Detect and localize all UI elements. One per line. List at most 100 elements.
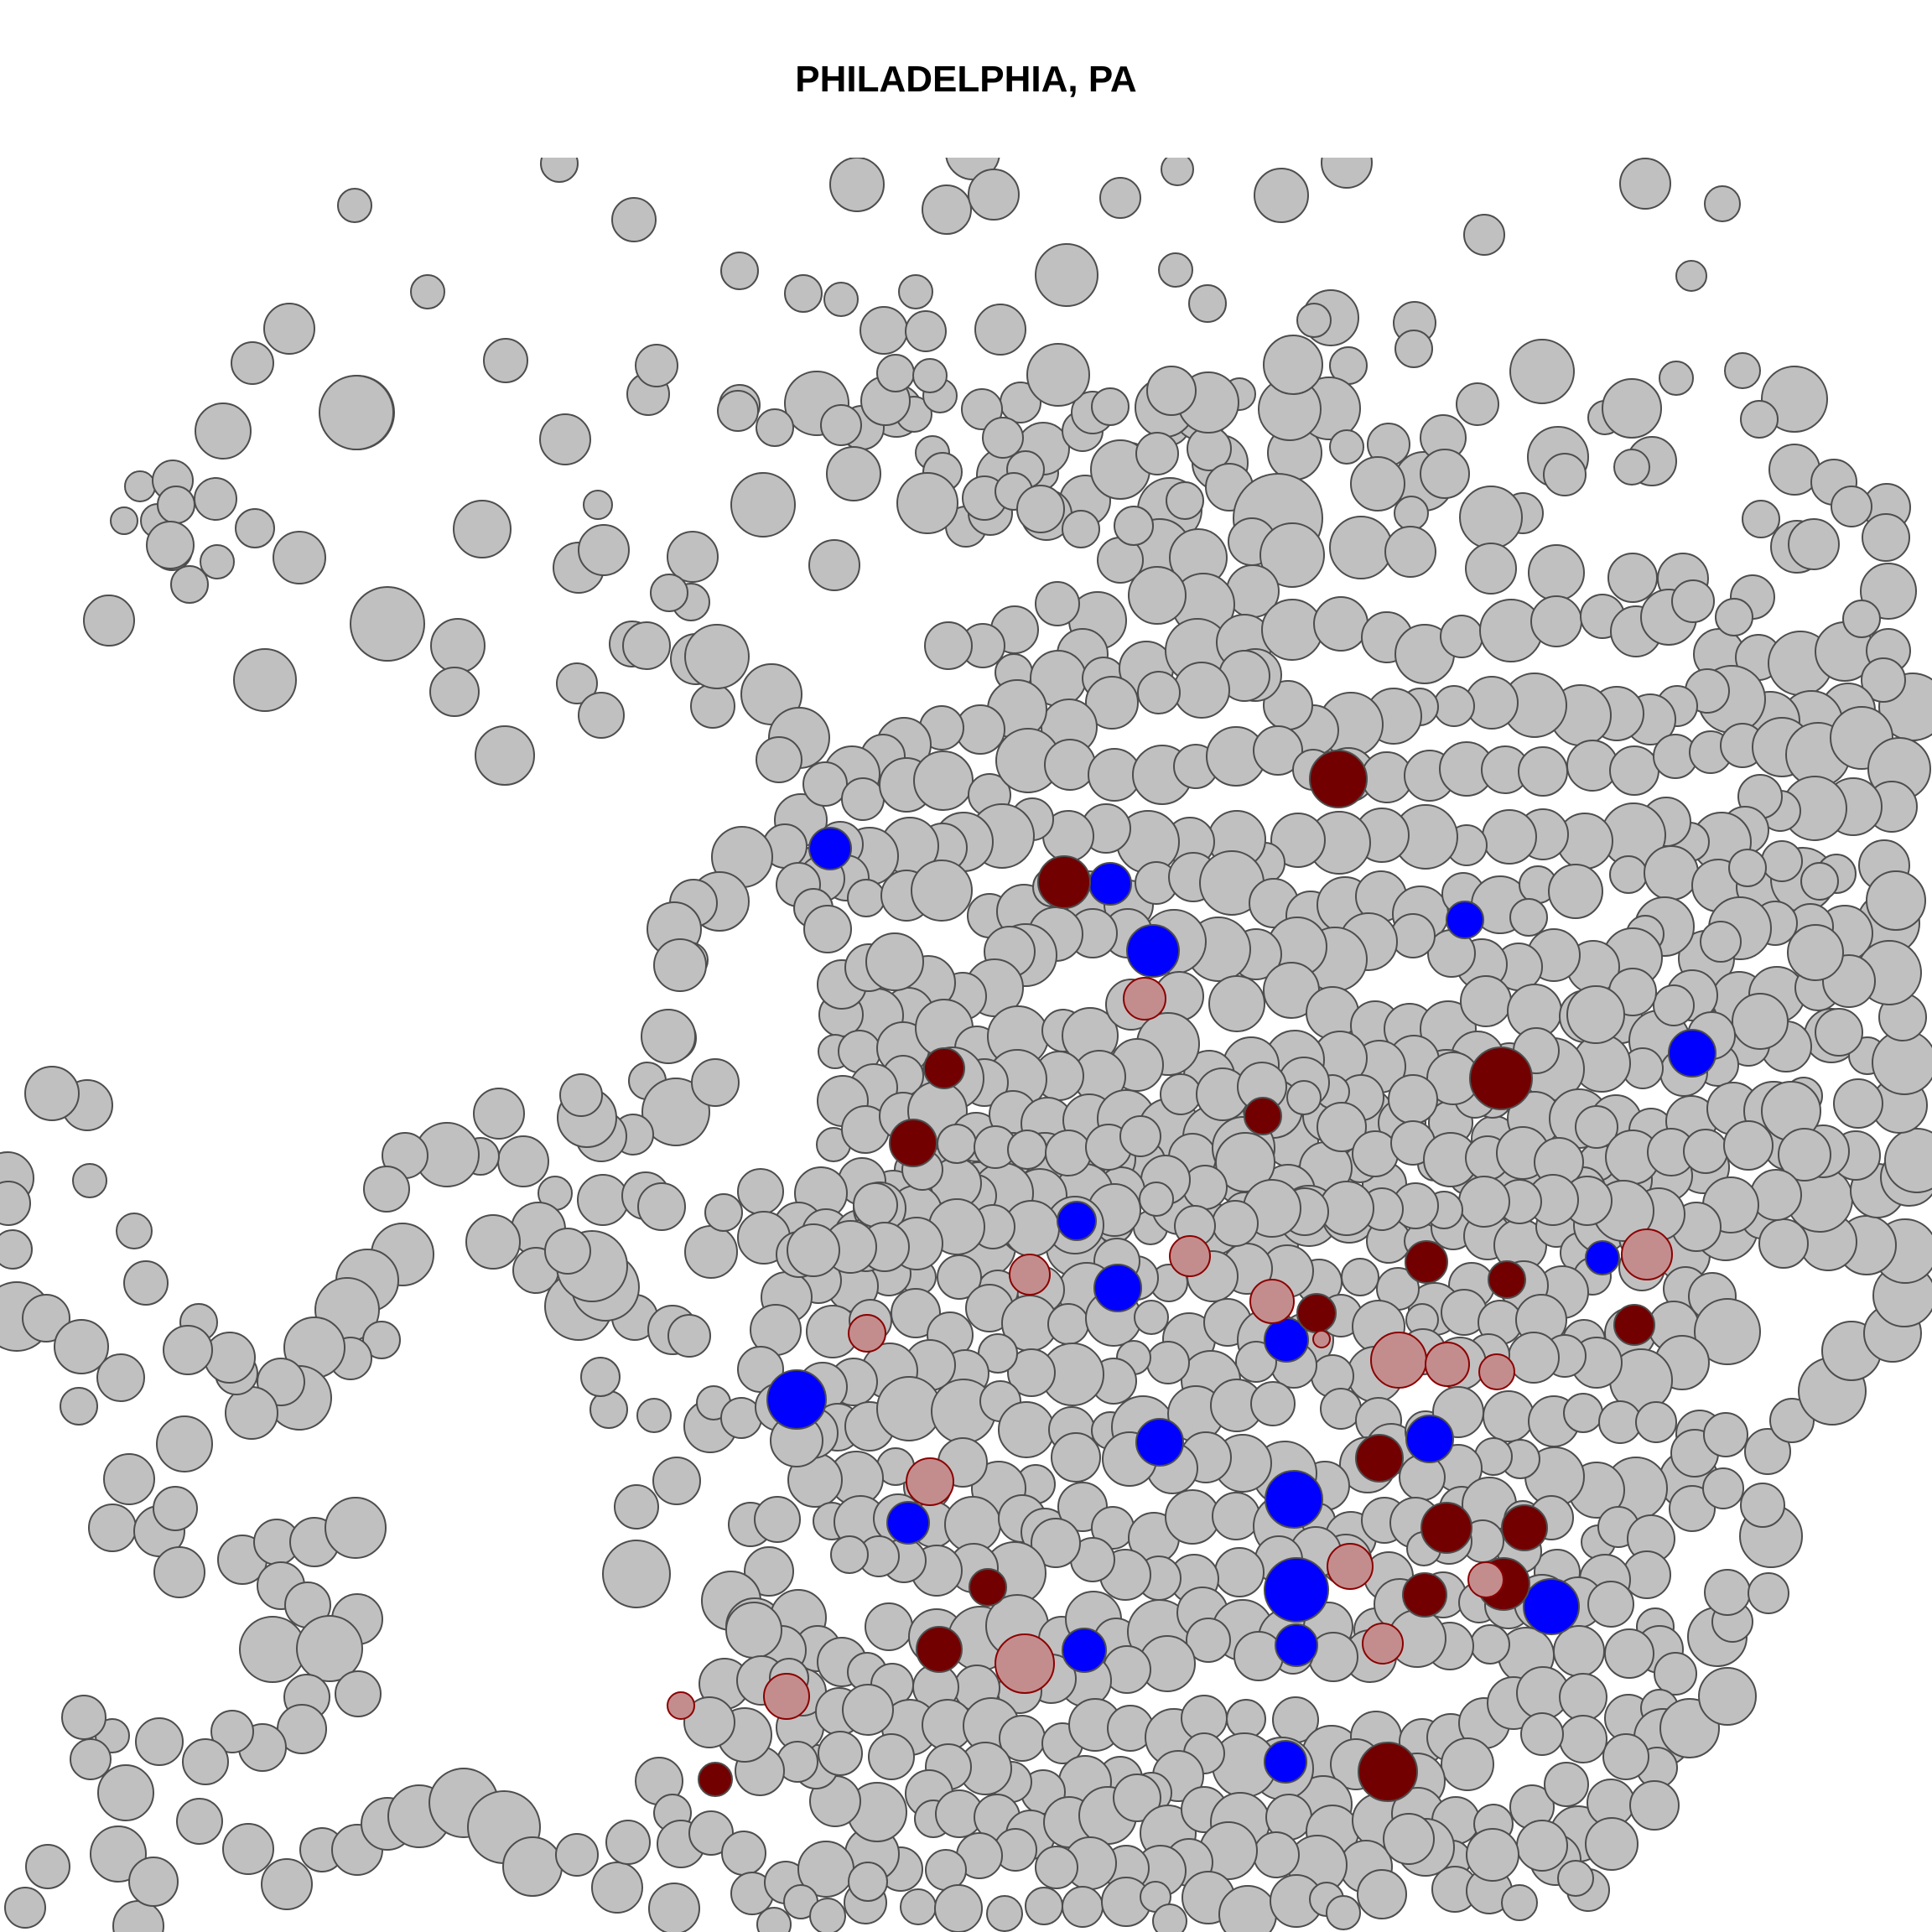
neutral-circle: [1134, 1300, 1169, 1335]
neutral-circle: [1715, 598, 1753, 636]
neutral-circle: [968, 169, 1020, 221]
neutral-circle: [319, 375, 394, 450]
neutral-circle: [1286, 1080, 1322, 1115]
neutral-circle: [1516, 1820, 1568, 1872]
neutral-circle: [602, 1540, 671, 1608]
neutral-circle: [296, 1615, 363, 1682]
neutral-circle: [896, 472, 958, 534]
neutral-circle: [913, 750, 974, 811]
neutral-circle: [1460, 975, 1512, 1027]
neutral-circle: [1326, 1895, 1361, 1930]
neutral-circle: [261, 1858, 313, 1910]
neutral-circle: [829, 158, 885, 212]
neutral-circle: [1575, 1105, 1618, 1149]
neutral-circle: [90, 1826, 147, 1883]
neutral-circle: [1212, 1200, 1259, 1247]
neutral-circle: [1815, 1008, 1863, 1057]
neutral-circle: [998, 1401, 1055, 1458]
neutral-circle: [986, 1895, 1023, 1932]
neutral-circle: [1146, 366, 1197, 416]
neutral-circle: [1669, 1485, 1716, 1532]
neutral-circle: [1520, 1712, 1564, 1756]
neutral-circle: [1482, 809, 1537, 865]
neutral-circle: [1619, 158, 1671, 210]
neutral-circle: [737, 1168, 784, 1215]
neutral-circle: [1135, 432, 1179, 475]
neutral-circle: [1459, 486, 1523, 549]
neutral-circle: [1025, 1887, 1063, 1925]
neutral-circle: [1548, 864, 1603, 919]
light-red-circle: [848, 1314, 886, 1353]
neutral-circle: [1313, 596, 1368, 652]
dark-red-circle: [1469, 1046, 1533, 1110]
circle-cartogram-map: [0, 158, 1932, 1932]
neutral-circle: [1704, 1569, 1751, 1616]
neutral-circle: [146, 521, 195, 569]
neutral-circle: [135, 1717, 184, 1766]
neutral-circle: [865, 1602, 913, 1651]
neutral-circle: [156, 1415, 213, 1472]
neutral-circle: [1259, 522, 1325, 588]
neutral-circle: [1694, 1298, 1761, 1365]
neutral-circle: [1214, 1547, 1265, 1597]
neutral-circle: [60, 1387, 98, 1426]
neutral-circle: [1458, 1176, 1510, 1228]
neutral-circle: [1044, 739, 1096, 791]
neutral-circle: [1091, 387, 1130, 426]
blue-circle: [1062, 1628, 1107, 1673]
neutral-circle: [717, 390, 759, 432]
neutral-circle: [502, 1836, 563, 1897]
neutral-circle: [103, 1453, 155, 1505]
neutral-circle: [465, 1214, 521, 1270]
neutral-circle: [925, 1849, 967, 1891]
neutral-circle: [1509, 339, 1575, 404]
neutral-circle: [826, 446, 881, 501]
neutral-circle: [273, 531, 326, 584]
neutral-circle: [1800, 862, 1839, 901]
neutral-circle: [1704, 185, 1741, 222]
neutral-circle: [667, 531, 719, 583]
neutral-circle: [641, 1009, 696, 1064]
neutral-circle: [1787, 924, 1844, 981]
neutral-circle: [803, 905, 852, 953]
neutral-circle: [860, 306, 908, 355]
neutral-circle: [865, 932, 924, 991]
neutral-circle: [128, 1857, 179, 1907]
neutral-circle: [163, 1325, 213, 1375]
neutral-circle: [1724, 352, 1761, 389]
blue-circle: [1135, 1418, 1184, 1467]
neutral-circle: [335, 1670, 382, 1717]
dark-red-circle: [1420, 1502, 1472, 1554]
neutral-circle: [1732, 993, 1789, 1050]
neutral-circle: [1254, 168, 1309, 223]
neutral-circle: [688, 1810, 734, 1856]
neutral-circle: [88, 1504, 137, 1552]
dark-red-circle: [1037, 855, 1091, 909]
neutral-circle: [1635, 1401, 1677, 1443]
blue-circle: [1093, 1264, 1142, 1312]
neutral-circle: [1441, 1737, 1494, 1791]
neutral-circle: [1119, 1115, 1161, 1157]
neutral-circle: [1769, 1398, 1815, 1443]
blue-circle: [1264, 1740, 1307, 1784]
light-red-circle: [1123, 977, 1166, 1021]
neutral-circle: [556, 662, 598, 704]
neutral-circle: [263, 303, 315, 355]
neutral-circle: [1553, 1625, 1605, 1677]
neutral-circle: [690, 683, 735, 729]
neutral-circle: [1602, 1733, 1649, 1780]
neutral-circle: [577, 1174, 629, 1226]
neutral-circle: [652, 1457, 701, 1505]
neutral-circle: [195, 402, 252, 460]
neutral-circle: [848, 1862, 888, 1902]
neutral-circle: [1188, 284, 1227, 323]
neutral-circle: [1671, 579, 1715, 623]
neutral-circle: [337, 188, 372, 223]
dark-red-circle: [1358, 1742, 1418, 1802]
light-red-circle: [1362, 1623, 1404, 1665]
neutral-circle: [1842, 600, 1881, 638]
neutral-circle: [922, 184, 972, 235]
neutral-circle: [1350, 456, 1405, 512]
neutral-circle: [683, 1696, 735, 1748]
neutral-circle: [1723, 1120, 1774, 1171]
